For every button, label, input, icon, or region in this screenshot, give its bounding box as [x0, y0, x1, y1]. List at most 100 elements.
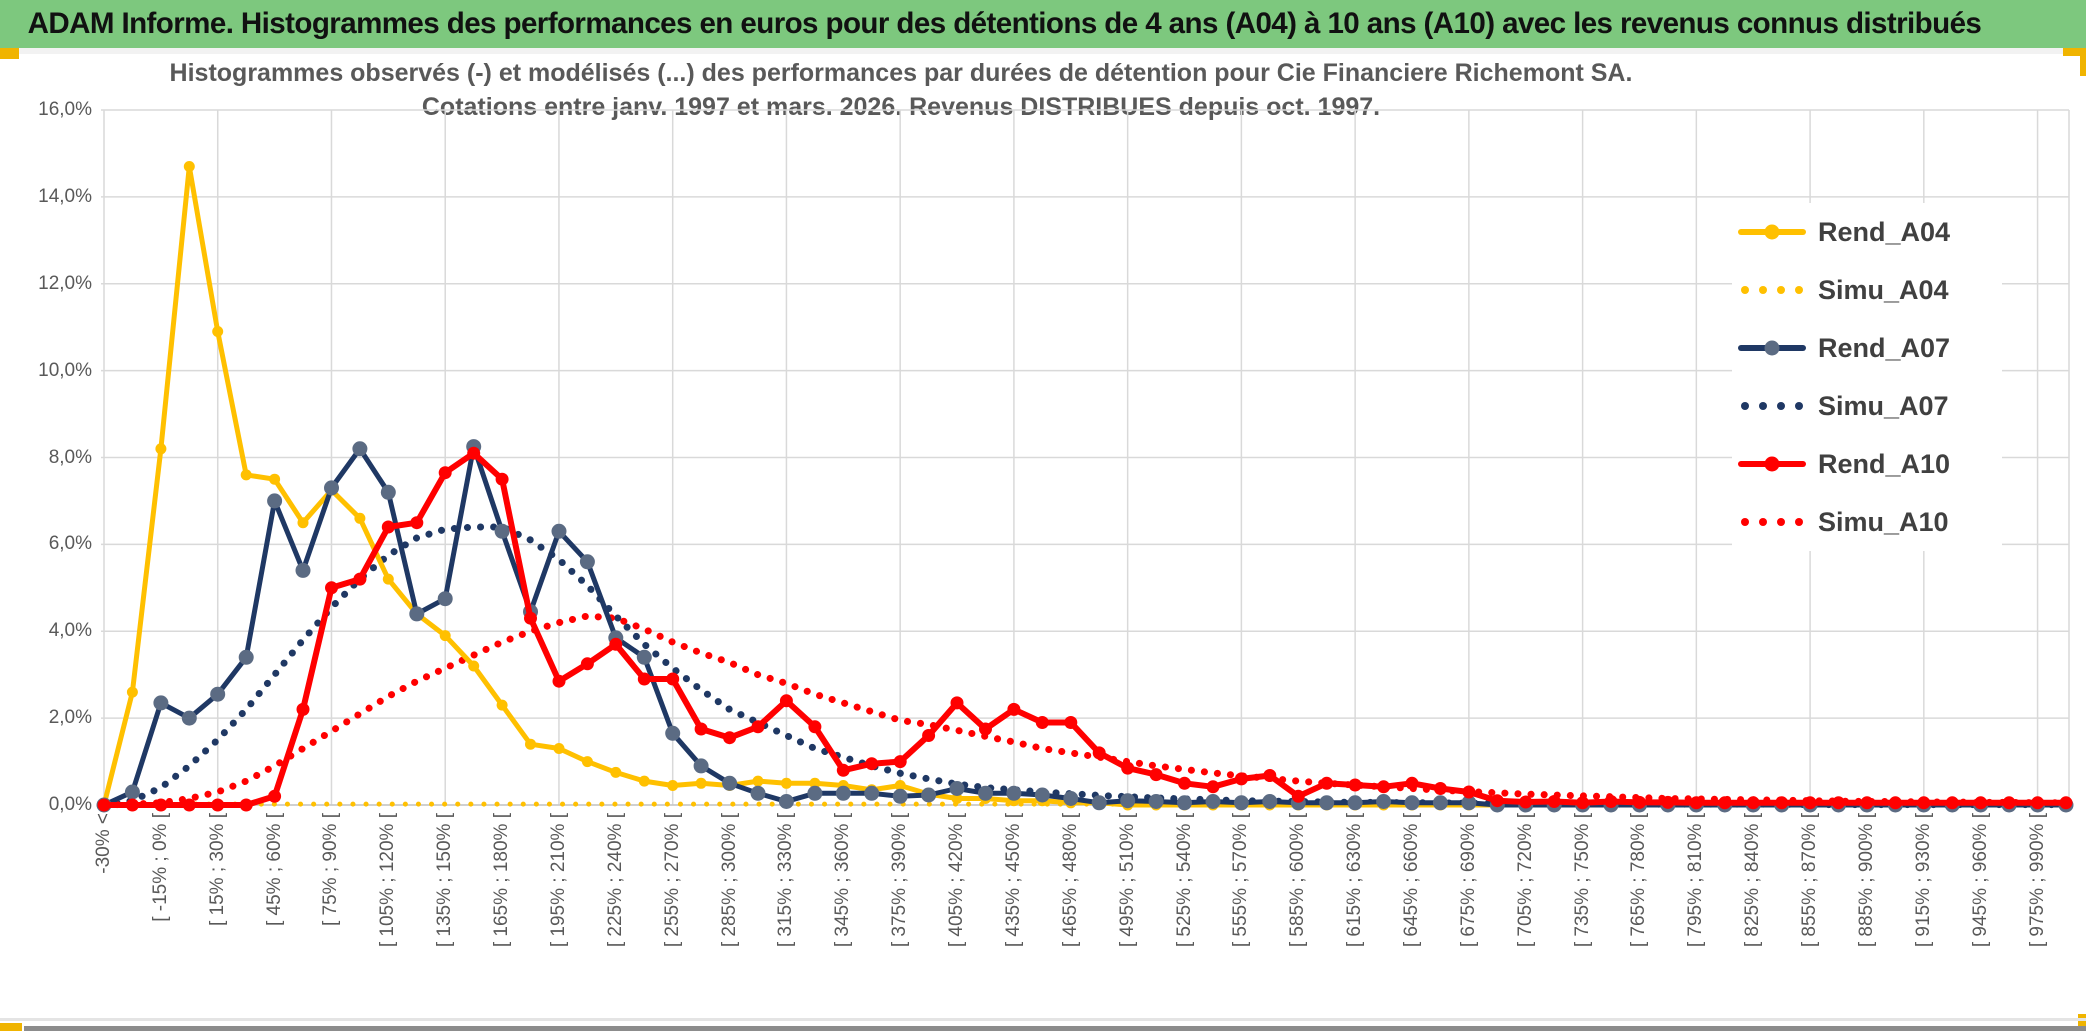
marker-rend_a07 [864, 785, 880, 801]
marker-rend_a10 [1178, 776, 1191, 790]
marker-rend_a10 [552, 674, 566, 688]
marker-rend_a07 [835, 785, 851, 801]
gold-accent-right-edge [2080, 48, 2086, 76]
marker-rend_a10 [808, 720, 822, 734]
legend-dots-icon [1741, 286, 1803, 294]
marker-rend_a07 [1034, 787, 1050, 803]
marker-rend_a10 [1917, 796, 1931, 810]
marker-rend_a04 [439, 630, 451, 642]
y-axis-label: 12,0% [38, 272, 92, 294]
marker-rend_a10 [154, 798, 168, 812]
marker-rend_a10 [239, 798, 253, 812]
marker-rend_a07 [181, 710, 197, 726]
legend-label: Simu_A10 [1818, 506, 1949, 537]
marker-rend_a10 [1263, 769, 1277, 782]
marker-rend_a07 [750, 785, 766, 801]
legend-dots-icon [1741, 402, 1803, 410]
y-axis-label: 14,0% [38, 185, 92, 207]
legend-marker-icon [1764, 340, 1780, 356]
x-axis-label: [ 225% ; 240% [ [604, 813, 626, 948]
x-axis-label: [ 525% ; 540% [ [1173, 813, 1195, 948]
marker-rend_a04 [894, 780, 906, 791]
marker-rend_a10 [1604, 795, 1618, 808]
marker-rend_a10 [723, 731, 737, 745]
marker-rend_a10 [1377, 780, 1391, 794]
marker-rend_a10 [751, 720, 765, 734]
marker-rend_a10 [1832, 796, 1845, 810]
marker-rend_a10 [381, 520, 395, 534]
marker-rend_a07 [665, 725, 681, 741]
horizontal-scrollbar-track[interactable] [24, 1026, 2086, 1031]
chart-title-line1: Histogrammes observés (-) et modélisés (… [169, 59, 1633, 87]
x-axis-label: [ 315% ; 330% [ [775, 813, 797, 948]
marker-rend_a10 [694, 722, 708, 736]
marker-rend_a07 [409, 606, 425, 622]
marker-rend_a07 [1376, 794, 1392, 809]
marker-rend_a10 [1888, 796, 1902, 810]
marker-rend_a07 [1006, 785, 1022, 801]
legend-line-icon [1738, 340, 1806, 356]
simu-a10-dots-icon [1736, 518, 1808, 526]
marker-rend_a04 [951, 793, 963, 804]
x-axis-label: [ 675% ; 690% [ [1457, 813, 1479, 948]
marker-rend_a07 [921, 787, 937, 803]
marker-rend_a07 [295, 562, 311, 578]
marker-rend_a07 [437, 591, 453, 607]
marker-rend_a10 [1035, 716, 1049, 729]
marker-rend_a07 [551, 523, 567, 539]
marker-rend_a04 [525, 738, 536, 750]
legend-label: Simu_A07 [1818, 390, 1949, 421]
marker-rend_a04 [638, 775, 650, 787]
legend-dots-icon [1741, 518, 1803, 526]
x-axis-label: [ 555% ; 570% [ [1230, 813, 1252, 948]
marker-rend_a07 [1347, 795, 1363, 811]
y-axis-label: 10,0% [38, 359, 92, 381]
x-axis-label: [ 795% ; 810% [ [1685, 813, 1707, 948]
y-axis-label: 6,0% [48, 533, 92, 555]
marker-rend_a10 [268, 789, 282, 803]
marker-rend_a07 [892, 788, 908, 804]
marker-rend_a07 [636, 649, 652, 665]
marker-rend_a04 [382, 573, 394, 585]
marker-rend_a10 [182, 798, 196, 812]
simu-a07-dots-icon [1736, 402, 1808, 410]
legend-marker-icon [1764, 456, 1780, 472]
marker-rend_a04 [496, 699, 508, 711]
marker-rend_a10 [1092, 746, 1106, 760]
marker-rend_a10 [1803, 796, 1817, 810]
marker-rend_a10 [1519, 795, 1533, 809]
marker-rend_a10 [1746, 796, 1760, 810]
marker-rend_a07 [1461, 795, 1477, 811]
marker-rend_a10 [950, 696, 964, 710]
marker-rend_a10 [1291, 789, 1305, 803]
rend-a04-line-icon [1736, 224, 1808, 240]
marker-rend_a10 [1974, 796, 1988, 810]
marker-rend_a04 [354, 512, 366, 524]
marker-rend_a04 [155, 443, 167, 455]
marker-rend_a10 [1860, 796, 1874, 810]
marker-rend_a10 [467, 446, 481, 460]
marker-rend_a07 [1120, 793, 1136, 809]
marker-rend_a10 [1689, 796, 1703, 810]
legend-item-simu-a10: Simu_A10 [1732, 493, 2002, 551]
marker-rend_a07 [324, 480, 339, 496]
marker-rend_a10 [296, 702, 310, 716]
marker-rend_a07 [380, 484, 396, 500]
marker-rend_a10 [1945, 796, 1959, 810]
x-axis-label: [ 75% ; 90% [ [320, 813, 342, 927]
marker-rend_a07 [807, 785, 823, 801]
x-axis-label: [ -15% ; 0% [ [149, 813, 171, 922]
marker-rend_a10 [865, 757, 879, 771]
x-axis-label: [ 135% ; 150% [ [434, 813, 456, 948]
x-axis-label: [ 105% ; 120% [ [377, 813, 399, 948]
marker-rend_a10 [1348, 778, 1362, 792]
legend-label: Rend_A04 [1818, 216, 1951, 247]
marker-rend_a10 [1433, 782, 1447, 795]
y-axis-label: 2,0% [48, 707, 92, 729]
marker-rend_a10 [2059, 796, 2073, 810]
marker-rend_a10 [666, 672, 680, 686]
legend-item-rend-a10: Rend_A10 [1732, 435, 2002, 493]
marker-rend_a10 [1490, 794, 1504, 808]
